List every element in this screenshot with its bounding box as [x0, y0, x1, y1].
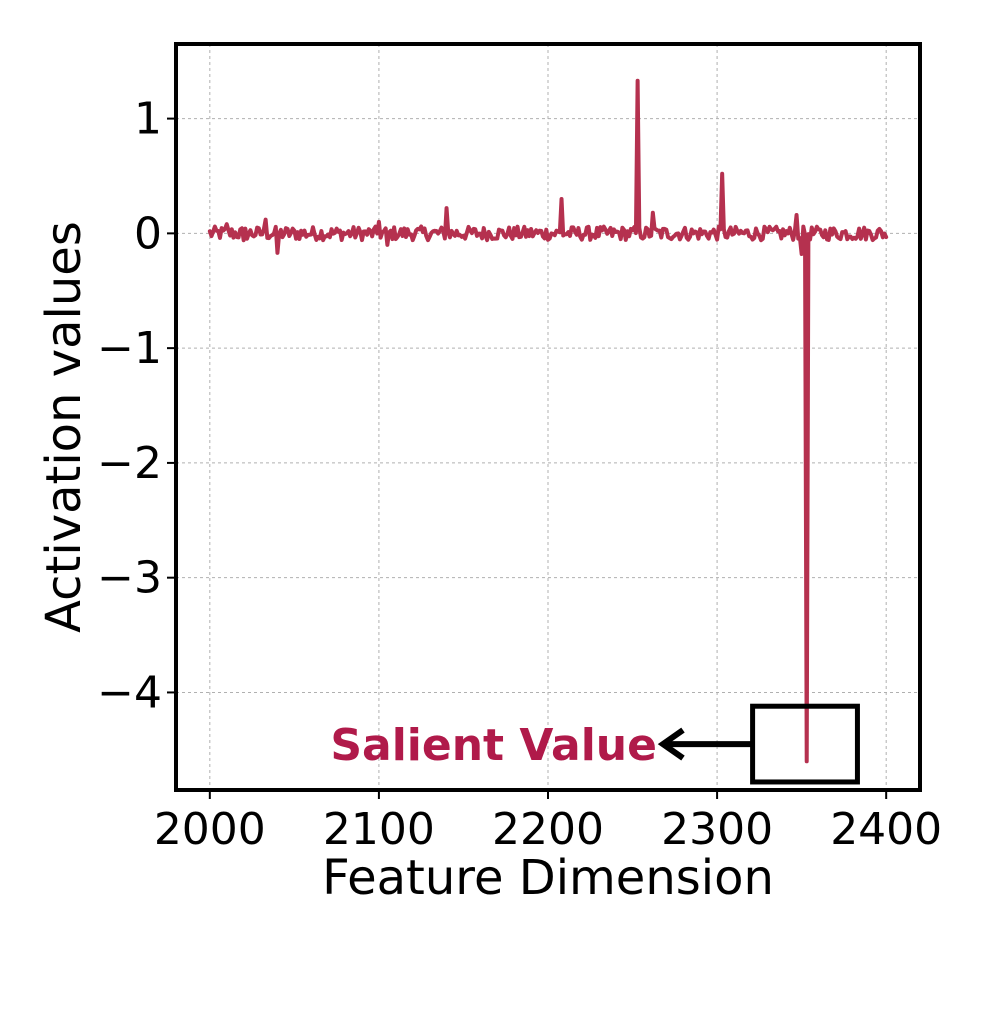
y-tick-labels: 1 0 −1 −2 −3 −4 — [97, 94, 162, 719]
x-axis-label: Feature Dimension — [322, 850, 774, 906]
x-tick-labels: 2000 2100 2200 2300 2400 — [154, 804, 942, 855]
y-tick-label: −4 — [97, 667, 162, 718]
tick-marks — [167, 117, 888, 799]
y-tick-label: −3 — [97, 553, 162, 604]
series-line-layer — [207, 78, 889, 764]
y-tick-label: −1 — [97, 323, 162, 374]
x-tick-label: 2100 — [323, 804, 435, 855]
x-tick-label: 2400 — [830, 804, 942, 855]
salient-value-label: Salient Value — [330, 720, 657, 771]
x-tick-label: 2200 — [492, 804, 604, 855]
y-axis-label: Activation values — [36, 221, 92, 633]
y-tick-label: 1 — [134, 94, 162, 145]
series-line — [207, 78, 889, 764]
arrow-left-icon — [657, 727, 685, 761]
y-tick-label: 0 — [134, 208, 162, 259]
annotation: Salient Value — [330, 703, 860, 785]
x-tick-label: 2000 — [154, 804, 266, 855]
grid — [176, 44, 920, 790]
x-tick-label: 2300 — [661, 804, 773, 855]
y-tick-label: −2 — [97, 438, 162, 489]
